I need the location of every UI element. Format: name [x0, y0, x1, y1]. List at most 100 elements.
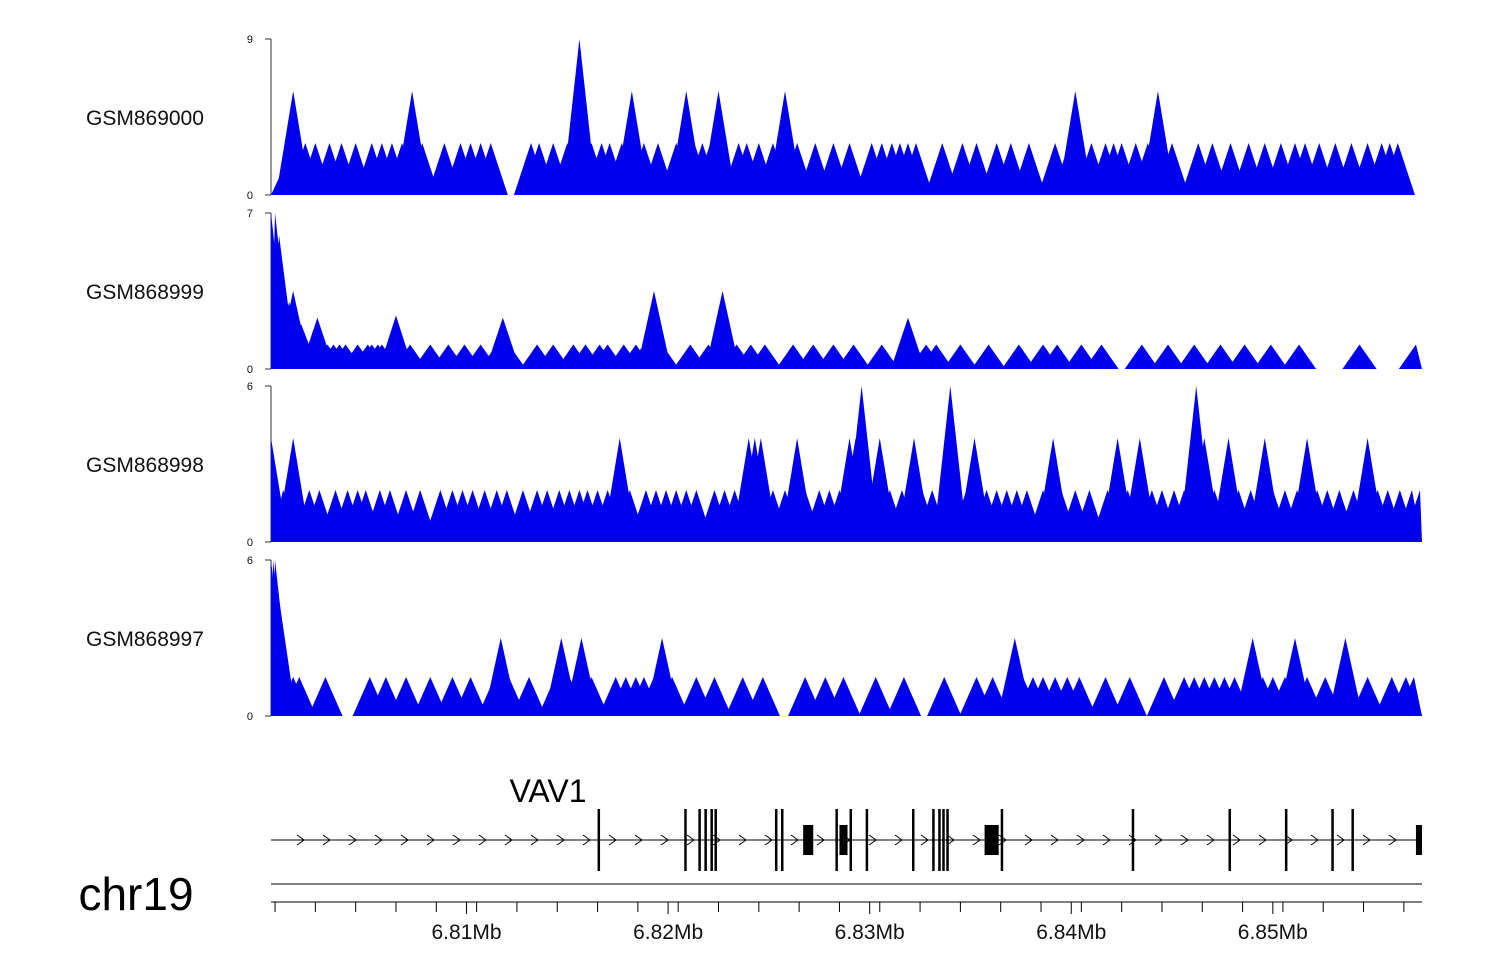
strand-chevron — [764, 834, 773, 846]
coverage-peak — [1342, 344, 1377, 369]
strand-chevron — [504, 834, 513, 846]
strand-chevron — [738, 834, 747, 846]
y-tick-label-min: 0 — [247, 711, 253, 723]
exon-19 — [984, 825, 999, 855]
exon-22 — [1228, 809, 1231, 871]
coverage-peak — [1124, 344, 1159, 369]
strand-chevron — [296, 834, 305, 846]
coverage-peak — [1084, 344, 1119, 369]
strand-chevron — [1388, 834, 1397, 846]
coverage-peak — [1154, 143, 1190, 195]
coverage-peak — [1350, 677, 1385, 716]
strand-chevron — [868, 834, 877, 846]
coverage-peak — [574, 677, 609, 716]
x-tick-label: 6.84Mb — [1036, 921, 1106, 944]
genome-axis: 6.81Mb 6.82Mb 6.83Mb 6.84Mb 6.85Mb — [271, 883, 1422, 944]
strand-chevron — [608, 834, 617, 846]
y-tick-label-max: 6 — [247, 381, 253, 393]
exon-7 — [774, 809, 778, 871]
exon-13 — [865, 809, 869, 871]
exon-3 — [698, 809, 701, 871]
strand-chevron — [400, 834, 409, 846]
y-tick-label-max: 6 — [247, 555, 253, 567]
strand-chevron — [660, 834, 669, 846]
coverage-peak — [898, 143, 934, 195]
coverage-peak — [308, 677, 343, 716]
coverage-peak — [1177, 344, 1212, 369]
strand-chevron — [582, 834, 591, 846]
x-tick-label: 6.85Mb — [1238, 921, 1308, 944]
exon-1 — [597, 809, 601, 871]
gene-track: VAV1 — [271, 773, 1422, 871]
coverage-peak — [886, 677, 922, 716]
exon-12 — [849, 809, 853, 871]
track-GSM868998: GSM868998 0 6 — [86, 381, 1422, 549]
y-tick-label-max: 7 — [247, 208, 253, 220]
coverage-peak — [826, 677, 861, 716]
exon-2 — [684, 809, 687, 871]
strand-chevron — [1336, 834, 1345, 846]
strand-chevron — [1024, 834, 1033, 846]
track-label: GSM868997 — [86, 628, 204, 651]
coverage-peak — [1203, 344, 1238, 369]
track-GSM868999: GSM868999 0 7 — [86, 208, 1422, 376]
exon-10 — [835, 809, 838, 871]
strand-chevron — [530, 834, 539, 846]
strand-chevron — [972, 834, 981, 846]
strand-chevron — [1154, 834, 1163, 846]
coverage-peak — [1150, 344, 1186, 369]
strand-chevron — [426, 834, 435, 846]
exon-20 — [1000, 809, 1004, 871]
strand-chevron — [556, 834, 565, 846]
coverage-peak — [1040, 344, 1075, 369]
strand-chevron — [478, 834, 487, 846]
coverage-peak — [864, 344, 899, 369]
strand-chevron — [946, 834, 955, 846]
coverage-peak — [705, 291, 740, 369]
coverage-peak — [1112, 677, 1147, 716]
strand-chevron — [1232, 834, 1241, 846]
strand-chevron — [634, 834, 643, 846]
strand-chevron — [894, 834, 903, 846]
coverage-tracks: GSM86900009GSM86899907GSM86899806GSM8689… — [86, 34, 1422, 723]
strand-chevron — [322, 834, 331, 846]
coverage-peak — [836, 344, 871, 369]
coverage-peak — [832, 143, 867, 195]
exon-24 — [1331, 809, 1334, 871]
gene-name-label: VAV1 — [509, 773, 586, 809]
x-tick-label: 6.83Mb — [835, 921, 905, 944]
coverage-peak — [1253, 344, 1288, 369]
exon-4 — [704, 809, 707, 871]
coverage-peak — [282, 677, 317, 716]
coverage-peak — [1380, 143, 1415, 195]
coverage-peak — [655, 677, 690, 716]
strand-chevron — [1362, 834, 1371, 846]
strand-chevron — [816, 834, 825, 846]
strand-chevron — [1076, 834, 1085, 846]
exon-15 — [932, 809, 935, 871]
exon-6 — [714, 809, 717, 871]
coverage-peak — [1062, 677, 1097, 716]
coverage-peak — [1396, 677, 1422, 716]
coverage-peak — [1011, 143, 1047, 195]
coverage-peak — [1402, 490, 1422, 542]
strand-chevron — [1180, 834, 1189, 846]
coverage-peak — [491, 344, 526, 369]
coverage-peak — [388, 677, 424, 716]
strand-chevron — [452, 834, 461, 846]
strand-chevron — [1102, 834, 1111, 846]
exon-14 — [912, 809, 915, 871]
coverage-peak — [701, 91, 736, 195]
strand-chevron — [686, 834, 695, 846]
chromosome-label: chr19 — [78, 868, 193, 920]
exon-23 — [1284, 809, 1288, 871]
coverage-peak — [405, 143, 440, 195]
coverage-peak — [697, 677, 732, 716]
coverage-peak — [1088, 677, 1123, 716]
coverage-peak — [1281, 344, 1317, 369]
track-label: GSM868999 — [86, 281, 204, 304]
track-GSM869000: GSM869000 0 9 — [86, 34, 1415, 202]
exon-18 — [946, 809, 949, 871]
coverage-peak — [745, 677, 780, 716]
